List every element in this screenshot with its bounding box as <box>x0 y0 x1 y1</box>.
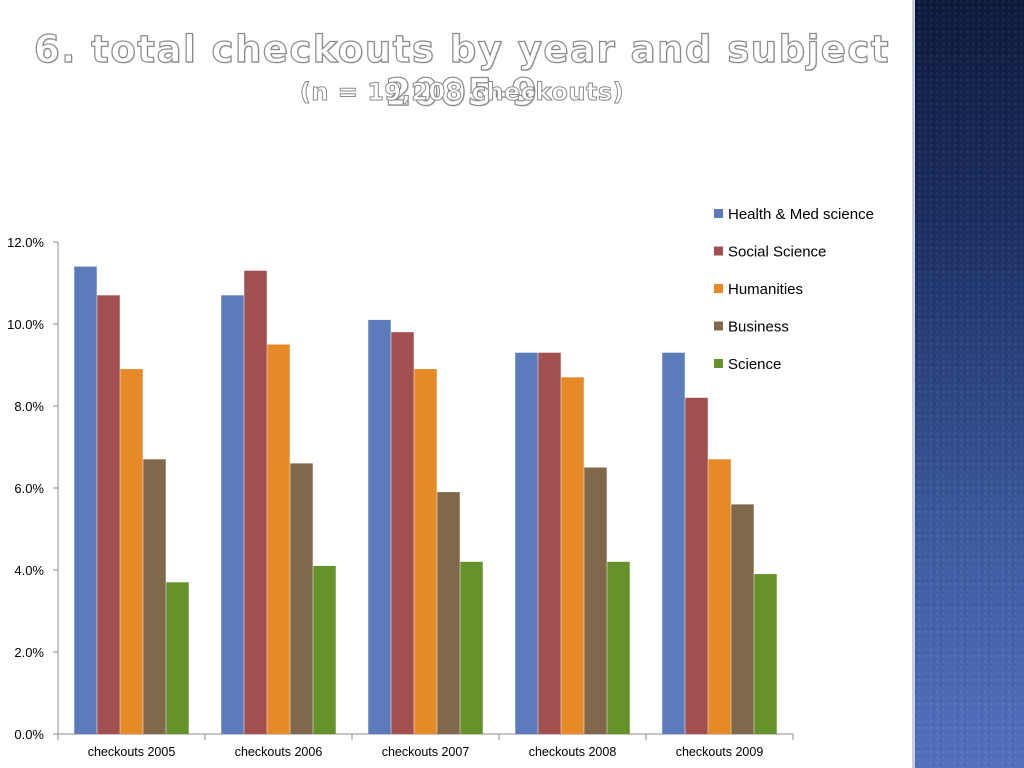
slide-title: 6. total checkouts by year and subject 2… <box>33 27 890 114</box>
bar-health-med-science-2008 <box>515 352 538 734</box>
y-tick-label: 6.0% <box>14 481 44 496</box>
bar-business-2009 <box>731 504 754 734</box>
decorative-side-panel <box>912 0 1024 768</box>
x-category-label: checkouts 2008 <box>529 745 617 759</box>
bar-science-2005 <box>166 582 189 734</box>
chart-bars <box>74 266 777 734</box>
x-category-label: checkouts 2007 <box>382 745 470 759</box>
slide-subtitle: (n = 19,208 checkouts) <box>299 78 625 107</box>
bar-science-2008 <box>607 561 630 734</box>
bar-business-2005 <box>143 459 166 734</box>
bar-social-science-2008 <box>538 352 561 734</box>
legend-label: Business <box>728 319 789 336</box>
legend-label: Health & Med science <box>728 206 874 223</box>
bar-humanities-2009 <box>708 459 731 734</box>
bar-business-2007 <box>437 492 460 734</box>
bar-social-science-2005 <box>97 295 120 734</box>
bar-health-med-science-2005 <box>74 266 97 734</box>
bar-business-2008 <box>584 467 607 734</box>
bar-humanities-2007 <box>414 369 437 734</box>
x-category-label: checkouts 2005 <box>88 745 176 759</box>
y-tick-label: 4.0% <box>14 563 44 578</box>
bar-health-med-science-2007 <box>368 319 391 734</box>
legend-swatch <box>714 209 723 218</box>
legend-swatch <box>714 246 723 256</box>
bar-social-science-2009 <box>685 397 708 734</box>
bar-humanities-2005 <box>120 369 143 734</box>
bar-science-2009 <box>754 574 777 734</box>
bar-science-2007 <box>460 561 483 734</box>
legend-label: Social Science <box>728 244 826 261</box>
bar-health-med-science-2006 <box>221 295 244 734</box>
legend-swatch <box>714 321 723 331</box>
legend-label: Humanities <box>728 281 803 298</box>
y-tick-label: 8.0% <box>14 399 44 414</box>
chart-legend: Health & Med science Social Science Humani… <box>714 206 874 373</box>
legend-swatch <box>714 284 723 293</box>
legend-label: Science <box>728 356 781 373</box>
y-tick-label: 2.0% <box>14 645 44 660</box>
bar-science-2006 <box>313 565 336 734</box>
x-category-label: checkouts 2009 <box>676 745 764 759</box>
bar-health-med-science-2009 <box>662 352 685 734</box>
y-tick-label: 12.0% <box>7 235 44 250</box>
x-category-label: checkouts 2006 <box>235 745 323 759</box>
y-tick-label: 0.0% <box>14 727 44 742</box>
y-tick-label: 10.0% <box>7 317 44 332</box>
legend-swatch <box>714 359 723 368</box>
bar-chart: 0.0% 2.0% 4.0% 6.0% 8.0% 10.0% 12.0% checkouts … <box>7 206 874 759</box>
bar-social-science-2006 <box>244 270 267 734</box>
bar-humanities-2006 <box>267 344 290 734</box>
bar-social-science-2007 <box>391 332 414 734</box>
bar-business-2006 <box>290 463 313 734</box>
bar-humanities-2008 <box>561 377 584 734</box>
